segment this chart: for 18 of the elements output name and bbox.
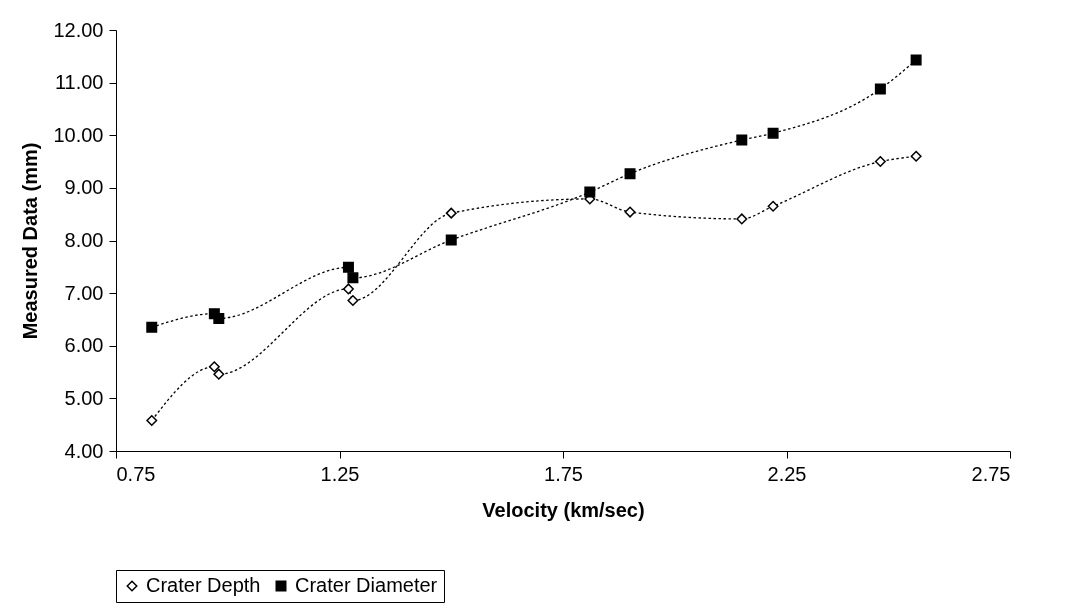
x-tick-label: 2.75 (971, 462, 1011, 485)
y-tick-label: 12.00 (53, 18, 104, 41)
x-tick-label: 1.75 (544, 462, 583, 485)
x-tick-label: 0.75 (116, 462, 156, 485)
y-tick-label: 10.00 (53, 123, 104, 146)
y-tick-label: 7.00 (64, 281, 104, 304)
x-tick-label: 2.25 (767, 462, 807, 485)
y-tick-label: 6.00 (64, 334, 104, 357)
y-tick-label: 4.00 (64, 439, 104, 462)
x-tick-label: 1.25 (320, 462, 360, 485)
legend-label: Crater Depth (146, 574, 261, 596)
y-tick-label: 5.00 (64, 386, 104, 409)
y-tick-label: 9.00 (64, 176, 104, 199)
y-tick-label: 11.00 (54, 71, 104, 94)
y-tick-label: 8.00 (64, 229, 104, 251)
x-axis-title: Velocity (km/sec) (482, 498, 645, 521)
legend-label: Crater Diameter (295, 574, 438, 596)
y-axis-title: Measured Data (mm) (19, 142, 42, 340)
